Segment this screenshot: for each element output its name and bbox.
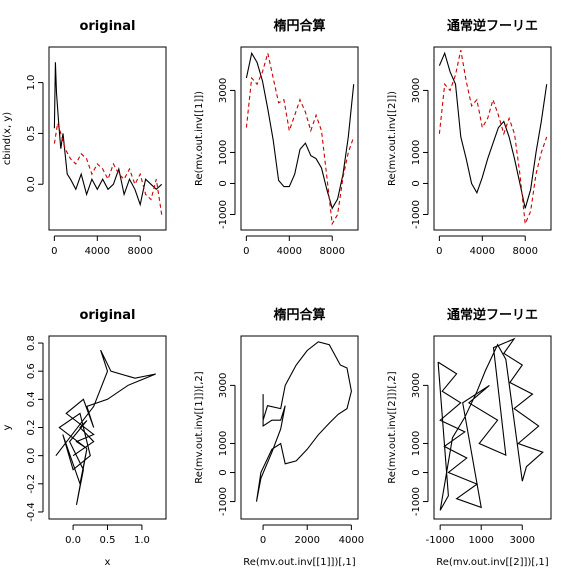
plot-frame <box>240 335 359 520</box>
x-tick-label: 8000 <box>128 246 153 257</box>
x-tick-label: 4000 <box>470 246 495 257</box>
y-tick-label: 3000 <box>218 78 229 103</box>
x-axis-label: Re(mv.out.inv[[2]])[,1] <box>436 557 549 568</box>
plot-frame <box>48 46 167 231</box>
x-tick-label: 1.0 <box>134 535 150 546</box>
series-line-1 <box>245 51 355 210</box>
x-tick-label: 0.5 <box>100 535 116 546</box>
x-tick-label: 0 <box>243 246 249 257</box>
series-line-1 <box>53 62 163 207</box>
y-tick-label: 3000 <box>411 373 422 398</box>
x-tick-label: 4000 <box>339 535 364 546</box>
y-tick-label: -1000 <box>218 487 229 516</box>
x-tick-label: 8000 <box>320 246 345 257</box>
y-axis-label: Re(mv.out.inv[[1]]) <box>194 91 205 186</box>
x-axis-label: Re(mv.out.inv[[1]])[,1] <box>243 557 356 568</box>
y-tick-label: 0.5 <box>26 125 37 141</box>
plot-frame <box>240 46 359 231</box>
x-tick-label: 2000 <box>294 535 319 546</box>
series-line-2 <box>245 53 355 226</box>
plot-frame <box>433 46 552 231</box>
chart-title: 通常逆フーリエ <box>447 307 538 323</box>
y-tick-label: 0 <box>218 469 229 475</box>
chart-title: original <box>79 19 135 34</box>
x-tick-label: 3000 <box>510 535 535 546</box>
panel-6: 通常逆フーリエ -1000 1000 3000 -1000 0 1000 3000 Re(mv.… <box>387 307 552 568</box>
x-tick-label: 0 <box>260 535 266 546</box>
chart-title: original <box>79 308 135 323</box>
x-tick-label: 4000 <box>277 246 302 257</box>
y-tick-label: -0.4 <box>26 502 37 522</box>
y-tick-label: -1000 <box>218 200 229 229</box>
panel-1: original 0 4000 8000 0.0 0.5 1.0 cbind(x, y) <box>2 19 167 257</box>
y-axis-label: Re(mv.out.inv[[2]]) <box>387 91 398 186</box>
y-tick-label: 0.0 <box>26 176 37 192</box>
y-tick-label: 0.6 <box>26 363 37 379</box>
y-tick-label: -1000 <box>411 200 422 229</box>
series-line-1 <box>55 349 156 506</box>
y-axis-label: Re(mv.out.inv[[1]])[,2] <box>194 371 205 484</box>
x-tick-label: 0 <box>436 246 442 257</box>
y-axis-label: y <box>2 424 13 430</box>
y-tick-label: 1000 <box>411 140 422 165</box>
x-tick-label: 0.0 <box>65 535 81 546</box>
y-tick-label: 1.0 <box>26 75 37 91</box>
y-axis-label: Re(mv.out.inv[[2]])[,2] <box>387 371 398 484</box>
panel-5: 楕円合算 0 2000 4000 -1000 0 1000 3000 Re(mv.out.inv… <box>194 307 364 568</box>
y-tick-label: -0.2 <box>26 474 37 494</box>
panel-3: 通常逆フーリエ 0 4000 8000 -1000 0 1000 3000 Re(mv.out.… <box>387 18 552 257</box>
chart-title: 楕円合算 <box>273 18 325 34</box>
chart-title: 楕円合算 <box>273 307 325 323</box>
panel-4: original 0.0 0.5 1.0 -0.4 -0.2 0.0 0.2 0.4 0.6 0.8… <box>2 308 167 568</box>
y-tick-label: 1000 <box>411 431 422 456</box>
y-tick-label: 0.4 <box>26 391 37 407</box>
series-line-1 <box>438 51 548 209</box>
panel-2: 楕円合算 0 4000 8000 -1000 0 1000 3000 Re(mv.out.inv… <box>194 18 359 257</box>
y-tick-label: 0 <box>411 180 422 186</box>
y-tick-label: 1000 <box>218 431 229 456</box>
y-tick-label: -1000 <box>411 487 422 516</box>
x-tick-label: 1000 <box>468 535 493 546</box>
series-line-2 <box>438 49 548 226</box>
y-tick-label: 3000 <box>411 78 422 103</box>
y-axis-label: cbind(x, y) <box>2 112 13 165</box>
y-tick-label: 0 <box>411 469 422 475</box>
y-tick-label: 0.8 <box>26 335 37 351</box>
x-tick-label: 0 <box>51 246 57 257</box>
x-tick-label: 4000 <box>85 246 110 257</box>
x-tick-label: -1000 <box>426 535 455 546</box>
plot-frame <box>48 335 167 520</box>
x-axis-label: x <box>105 557 111 568</box>
x-tick-label: 8000 <box>513 246 538 257</box>
plot-frame <box>433 335 552 520</box>
y-tick-label: 0.2 <box>26 420 37 436</box>
y-tick-label: 0 <box>218 180 229 186</box>
y-tick-label: 3000 <box>218 373 229 398</box>
y-tick-label: 1000 <box>218 140 229 165</box>
y-tick-label: 0.0 <box>26 448 37 464</box>
series-line-2 <box>53 123 163 215</box>
chart-title: 通常逆フーリエ <box>447 18 538 34</box>
series-line-1 <box>255 341 352 502</box>
series-line-1 <box>437 337 544 511</box>
